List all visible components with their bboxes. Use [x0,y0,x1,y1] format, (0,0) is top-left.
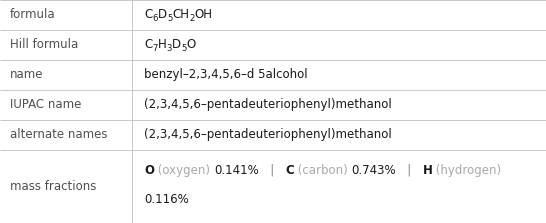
Text: IUPAC name: IUPAC name [10,99,81,112]
Text: C: C [285,164,294,177]
Text: O: O [144,164,154,177]
Text: H: H [158,39,167,52]
Text: D: D [158,8,167,21]
Text: alternate names: alternate names [10,128,108,142]
Text: 0.116%: 0.116% [144,193,189,206]
Text: 3: 3 [167,44,172,53]
Text: mass fractions: mass fractions [10,180,96,193]
Text: name: name [10,68,43,81]
Text: C: C [144,39,152,52]
Text: formula: formula [10,8,56,21]
Text: H: H [423,164,432,177]
Text: CH: CH [173,8,189,21]
Text: 5: 5 [167,14,173,23]
Text: 5: 5 [181,44,186,53]
Text: OH: OH [194,8,212,21]
Text: 0.743%: 0.743% [352,164,396,177]
Text: Hill formula: Hill formula [10,39,78,52]
Text: 7: 7 [152,44,158,53]
Text: 6: 6 [152,14,158,23]
Text: |: | [396,164,423,177]
Text: (oxygen): (oxygen) [154,164,214,177]
Text: (2,3,4,5,6–pentadeuteriophenyl)methanol: (2,3,4,5,6–pentadeuteriophenyl)methanol [144,128,392,142]
Text: benzyl–2,3,4,5,6–d 5alcohol: benzyl–2,3,4,5,6–d 5alcohol [144,68,308,81]
Text: 0.141%: 0.141% [214,164,259,177]
Text: |: | [259,164,285,177]
Text: C: C [144,8,152,21]
Text: (carbon): (carbon) [294,164,352,177]
Text: D: D [172,39,181,52]
Text: O: O [186,39,195,52]
Text: 2: 2 [189,14,194,23]
Text: (hydrogen): (hydrogen) [432,164,502,177]
Text: (2,3,4,5,6–pentadeuteriophenyl)methanol: (2,3,4,5,6–pentadeuteriophenyl)methanol [144,99,392,112]
